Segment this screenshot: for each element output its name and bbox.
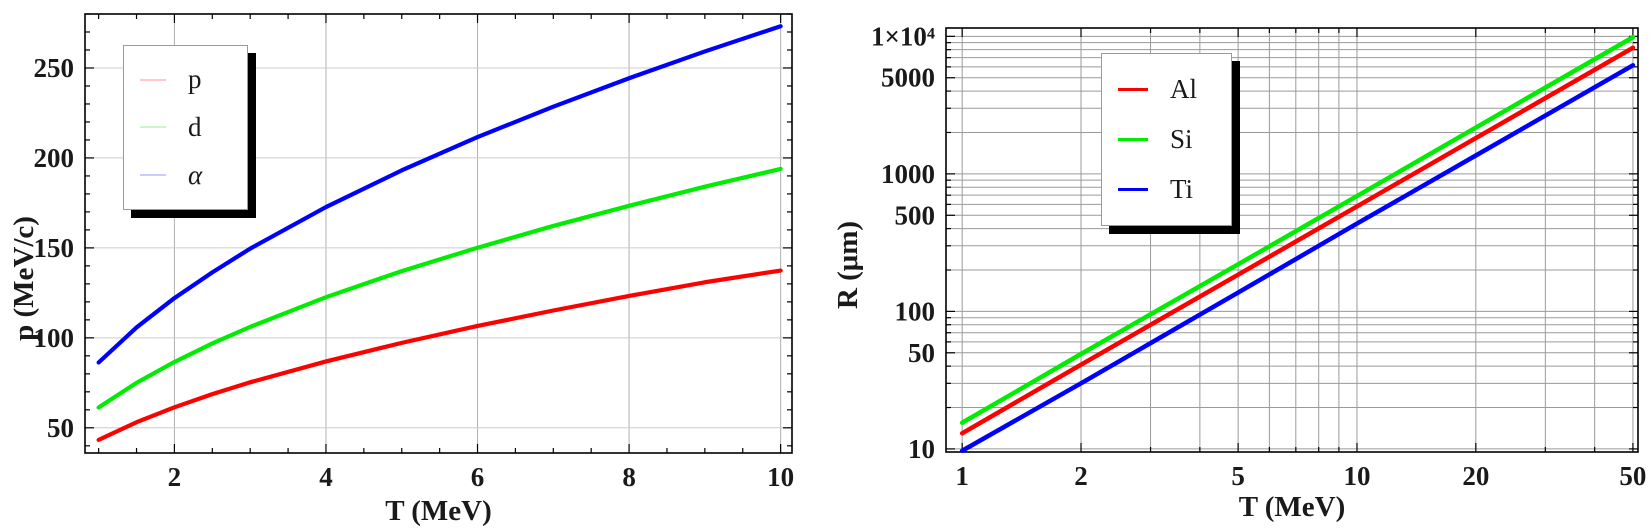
grid-lines (85, 14, 792, 453)
plot-frame (84, 13, 793, 454)
axis-ticks (85, 13, 792, 453)
x-axis-label: T (MeV) (385, 495, 492, 527)
legend-label-alpha: α (188, 159, 203, 190)
momentum-chart: 2 4 6 8 10 50 100 150 200 250 T (MeV) p (MeV/c) p d… (0, 0, 810, 532)
series-Al (959, 45, 1636, 436)
range-plot: 1 2 5 10 20 50 10 50 100 500 1000 5000 1×10⁴ T (MeV) R… (832, 21, 1646, 523)
legend-item-ti: Ti (1102, 176, 1231, 203)
legend-label-p: p (188, 64, 202, 95)
legend-swatch-ti (1118, 188, 1148, 192)
x-tick-label: 4 (319, 462, 333, 492)
y-tick-label: 500 (895, 200, 936, 230)
momentum-plot: 2 4 6 8 10 50 100 150 200 250 T (MeV) p (MeV/c) (8, 13, 795, 527)
tick-labels: 2 4 6 8 10 50 100 150 200 250 (34, 53, 795, 492)
legend-swatch-alpha (140, 174, 166, 177)
y-tick-label: 100 (895, 296, 936, 326)
legend-item-al: Al (1102, 73, 1231, 104)
y-axis-label: p (MeV/c) (8, 216, 40, 341)
x-tick-label: 6 (471, 462, 485, 492)
plot-frame (945, 27, 1639, 453)
y-tick-label: 200 (34, 143, 75, 173)
tick-labels: 1 2 5 10 20 50 10 50 100 500 1000 5000 1×10⁴ (871, 21, 1646, 491)
grid-lines (946, 28, 1638, 452)
y-tick-label: 250 (34, 53, 75, 83)
series-Si (959, 35, 1636, 426)
legend-item-alpha: α (124, 159, 247, 190)
legend-label-al: Al (1170, 73, 1197, 104)
x-tick-label: 10 (767, 462, 794, 492)
x-tick-label: 20 (1462, 461, 1489, 491)
legend-item-d: d (124, 111, 247, 142)
series-p (96, 268, 783, 442)
y-tick-label: 1×10⁴ (871, 21, 935, 51)
series-α (96, 24, 783, 365)
y-tick-label: 50 (47, 413, 74, 443)
x-tick-label: 50 (1619, 461, 1646, 491)
legend-label-ti: Ti (1170, 174, 1194, 205)
x-tick-label: 2 (1074, 461, 1088, 491)
legend-swatch-d (140, 126, 166, 129)
legend-label-d: d (188, 111, 202, 142)
y-tick-label: 100 (34, 323, 75, 353)
legend-swatch-si (1118, 137, 1148, 141)
range-legend: Al Si Ti (1101, 53, 1232, 226)
x-axis-label: T (MeV) (1239, 491, 1346, 523)
legend-swatch-al (1118, 87, 1148, 91)
series-curves (96, 24, 783, 442)
series-curves (959, 35, 1636, 454)
x-tick-label: 5 (1231, 461, 1245, 491)
momentum-legend: p d α (123, 45, 248, 210)
y-tick-label: 10 (908, 434, 935, 464)
y-tick-label: 50 (908, 338, 935, 368)
legend-swatch-p (140, 78, 166, 81)
range-chart: 1 2 5 10 20 50 10 50 100 500 1000 5000 1×10⁴ T (MeV) R… (820, 0, 1651, 532)
series-Ti (959, 63, 1636, 454)
x-tick-label: 8 (622, 462, 636, 492)
y-tick-label: 150 (34, 233, 75, 263)
legend-label-si: Si (1170, 123, 1193, 154)
x-tick-label: 1 (955, 461, 969, 491)
y-tick-label: 1000 (881, 159, 935, 189)
legend-item-si: Si (1102, 123, 1231, 154)
series-d (96, 166, 783, 410)
axis-ticks (946, 28, 1638, 452)
x-tick-label: 10 (1343, 461, 1370, 491)
x-tick-label: 2 (168, 462, 182, 492)
legend-item-p: p (124, 66, 247, 93)
y-axis-label: R (μm) (832, 221, 864, 309)
y-tick-label: 5000 (881, 63, 935, 93)
